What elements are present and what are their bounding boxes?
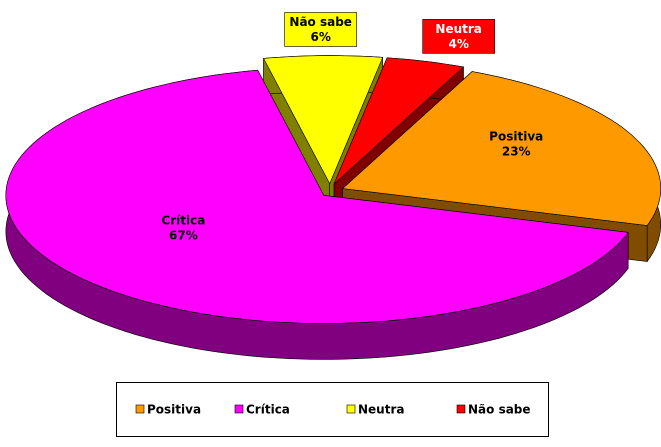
data-label-value: 23% bbox=[502, 145, 531, 159]
legend-swatch bbox=[135, 404, 145, 414]
legend: Positiva Crítica Neutra Não sabe bbox=[116, 382, 549, 437]
legend-label: Neutra bbox=[358, 403, 404, 417]
data-label-value: 4% bbox=[448, 37, 468, 51]
slice bbox=[342, 71, 661, 226]
legend-label: Crítica bbox=[246, 403, 290, 417]
slice bbox=[263, 55, 384, 185]
data-label-name: Não sabe bbox=[289, 15, 352, 29]
slice-tops bbox=[5, 55, 661, 324]
data-label-value: 6% bbox=[310, 30, 330, 44]
slice bbox=[5, 69, 629, 324]
legend-swatch bbox=[346, 404, 356, 414]
legend-swatch bbox=[234, 404, 244, 414]
legend-swatch bbox=[456, 404, 466, 414]
data-label-box bbox=[284, 12, 357, 47]
data-label-value: 67% bbox=[169, 229, 198, 243]
data-label-box bbox=[422, 19, 495, 54]
data-label-name: Positiva bbox=[489, 130, 543, 144]
legend-box bbox=[116, 382, 549, 437]
slice bbox=[333, 57, 465, 185]
data-label-name: Neutra bbox=[435, 22, 481, 36]
legend-label: Positiva bbox=[147, 403, 201, 417]
legend-label: Não sabe bbox=[468, 403, 531, 417]
data-label-name: Crítica bbox=[161, 214, 205, 228]
